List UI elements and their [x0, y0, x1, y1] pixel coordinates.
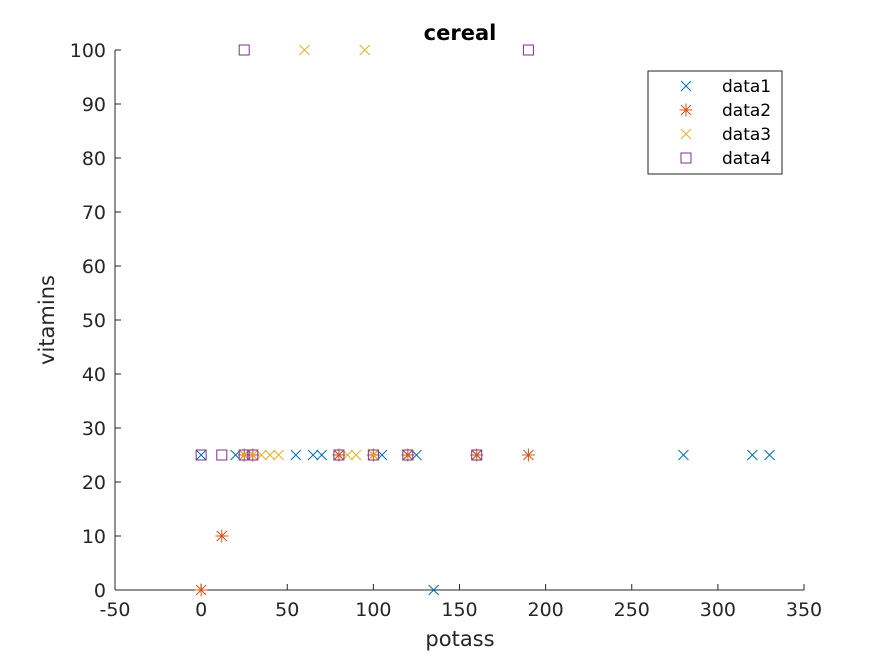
data-point: [290, 449, 302, 461]
y-tick-label: 50: [82, 310, 106, 332]
marker-stroke: [368, 449, 379, 461]
y-axis-label: vitamins: [35, 275, 59, 365]
data-point: [368, 449, 379, 461]
y-tick-label: 80: [82, 148, 106, 170]
legend-marker: [680, 80, 692, 92]
data-point: [367, 449, 379, 461]
marker-stroke: [195, 449, 207, 461]
legend-label: data2: [722, 101, 771, 121]
chart-title: cereal: [424, 21, 497, 45]
marker-stroke: [247, 449, 259, 461]
marker-stroke: [359, 44, 371, 56]
x-tick-label: 350: [786, 599, 822, 621]
legend: data1 data2 data3 data4: [647, 70, 783, 175]
y-tick-label: 10: [82, 526, 106, 548]
data-point: [195, 449, 207, 461]
legend-marker: [679, 103, 693, 117]
x-tick-label: 50: [275, 599, 299, 621]
data-point: [359, 44, 371, 56]
marker-stroke: [678, 449, 689, 461]
data-point: [471, 449, 483, 461]
legend-box: [647, 70, 783, 175]
marker-stroke: [680, 128, 692, 140]
marker-stroke: [273, 449, 284, 461]
legend-item: data4: [680, 149, 771, 169]
legend-marker: [680, 128, 692, 140]
marker-stroke: [428, 584, 440, 596]
marker-stroke: [238, 449, 250, 461]
data-point: [428, 584, 440, 596]
legend-marker: [680, 152, 692, 164]
data-point: [307, 449, 319, 461]
data-point: [401, 448, 415, 462]
marker-stroke: [402, 449, 414, 461]
data-point: [238, 44, 250, 56]
data-point: [216, 449, 228, 461]
data-point: [215, 529, 229, 543]
data-point: [402, 449, 414, 461]
x-tick-label: -50: [99, 599, 130, 621]
y-tick-label: 30: [82, 418, 106, 440]
series-data4: [195, 44, 534, 461]
x-tick-label: 150: [441, 599, 477, 621]
legend-label: data1: [722, 77, 771, 97]
data-point: [746, 449, 758, 461]
data-point: [470, 448, 484, 462]
marker-stroke: [264, 449, 276, 461]
legend-label: data3: [722, 125, 771, 145]
data-point: [195, 449, 207, 461]
x-tick-label: 0: [195, 599, 207, 621]
y-tick-label: 100: [70, 40, 106, 62]
data-point: [522, 44, 534, 56]
x-axis-label: potass: [425, 627, 494, 651]
data-points: [194, 44, 775, 597]
data-point: [764, 449, 775, 461]
legend-label: data4: [722, 149, 771, 169]
data-point: [299, 44, 310, 56]
marker-stroke: [299, 44, 310, 56]
marker-stroke: [290, 449, 302, 461]
marker-stroke: [680, 152, 692, 164]
y-tick-label: 20: [82, 472, 106, 494]
marker-stroke: [316, 449, 328, 461]
marker-stroke: [195, 449, 207, 461]
legend-item: data2: [679, 101, 771, 121]
marker-stroke: [333, 449, 345, 461]
data-point: [273, 449, 284, 461]
marker-stroke: [471, 449, 483, 461]
axes: -50 0 50 100 150 200 250 300 3500102030405060708…: [70, 40, 822, 621]
marker-stroke: [680, 80, 692, 92]
data-point: [333, 449, 345, 461]
marker-stroke: [307, 449, 319, 461]
x-tick-label: 100: [355, 599, 391, 621]
marker-stroke: [522, 44, 534, 56]
marker-stroke: [746, 449, 758, 461]
data-point: [238, 449, 250, 461]
y-tick-label: 60: [82, 256, 106, 278]
data-point: [332, 448, 346, 462]
data-point: [194, 583, 208, 597]
legend-item: data1: [680, 77, 771, 97]
y-tick-label: 40: [82, 364, 106, 386]
data-point: [678, 449, 689, 461]
x-tick-label: 300: [700, 599, 736, 621]
marker-stroke: [216, 449, 228, 461]
x-tick-label: 250: [614, 599, 650, 621]
data-point: [350, 449, 362, 461]
marker-stroke: [350, 449, 362, 461]
marker-stroke: [367, 449, 379, 461]
marker-stroke: [238, 44, 250, 56]
y-tick-label: 70: [82, 202, 106, 224]
y-tick-label: 0: [94, 580, 106, 602]
data-point: [264, 449, 276, 461]
data-point: [521, 448, 535, 462]
y-tick-label: 90: [82, 94, 106, 116]
data-point: [247, 449, 259, 461]
marker-stroke: [764, 449, 775, 461]
data-point: [316, 449, 328, 461]
x-tick-label: 200: [527, 599, 563, 621]
legend-item: data3: [680, 125, 771, 145]
